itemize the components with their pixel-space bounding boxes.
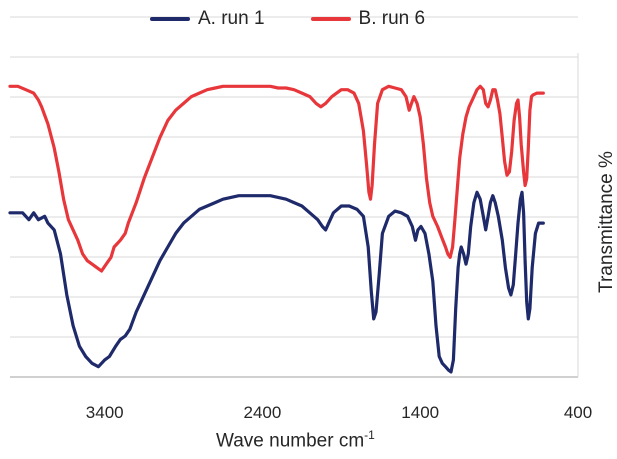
series-line-run-1: [8, 190, 545, 374]
legend: A. run 1 B. run 6: [150, 6, 425, 32]
legend-label-a: A. run 1: [198, 8, 265, 29]
series-layer: [8, 84, 545, 374]
legend-swatch-b: [310, 17, 351, 21]
legend-item-a: A. run 1: [150, 8, 265, 30]
x-axis-label-exponent: -1: [364, 428, 375, 442]
x-axis-ticks: 3400 2400 1400 400: [86, 403, 592, 422]
x-tick-label: 2400: [243, 403, 281, 422]
legend-item-b: B. run 6: [310, 8, 426, 30]
legend-swatch-a: [150, 17, 190, 21]
series-line-run-6: [8, 84, 545, 273]
x-tick-label: 400: [564, 403, 592, 422]
x-tick-label: 3400: [86, 403, 124, 422]
y-axis-label: Transmittance %: [596, 151, 617, 293]
legend-label-b: B. run 6: [358, 8, 426, 29]
grid-lines: [10, 16, 579, 378]
x-tick-label: 1400: [401, 403, 439, 422]
x-axis-label: Wave number cm-1: [216, 428, 375, 452]
x-axis-label-text: Wave number cm: [216, 430, 365, 452]
